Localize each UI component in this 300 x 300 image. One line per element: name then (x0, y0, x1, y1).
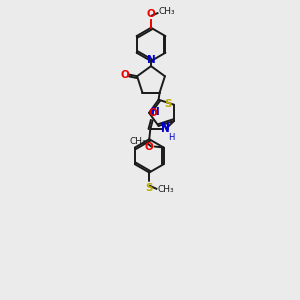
Text: N: N (151, 107, 160, 117)
Text: H: H (169, 133, 175, 142)
Text: CH₃: CH₃ (158, 185, 174, 194)
Text: N: N (160, 124, 169, 134)
Text: CH₃: CH₃ (159, 8, 176, 16)
Text: O: O (149, 108, 158, 118)
Text: O: O (121, 70, 129, 80)
Text: N: N (147, 55, 156, 65)
Text: O: O (144, 142, 153, 152)
Text: N: N (160, 122, 169, 132)
Text: CH₃: CH₃ (129, 137, 146, 146)
Text: S: S (146, 183, 153, 193)
Text: S: S (164, 99, 172, 109)
Text: O: O (147, 9, 155, 19)
